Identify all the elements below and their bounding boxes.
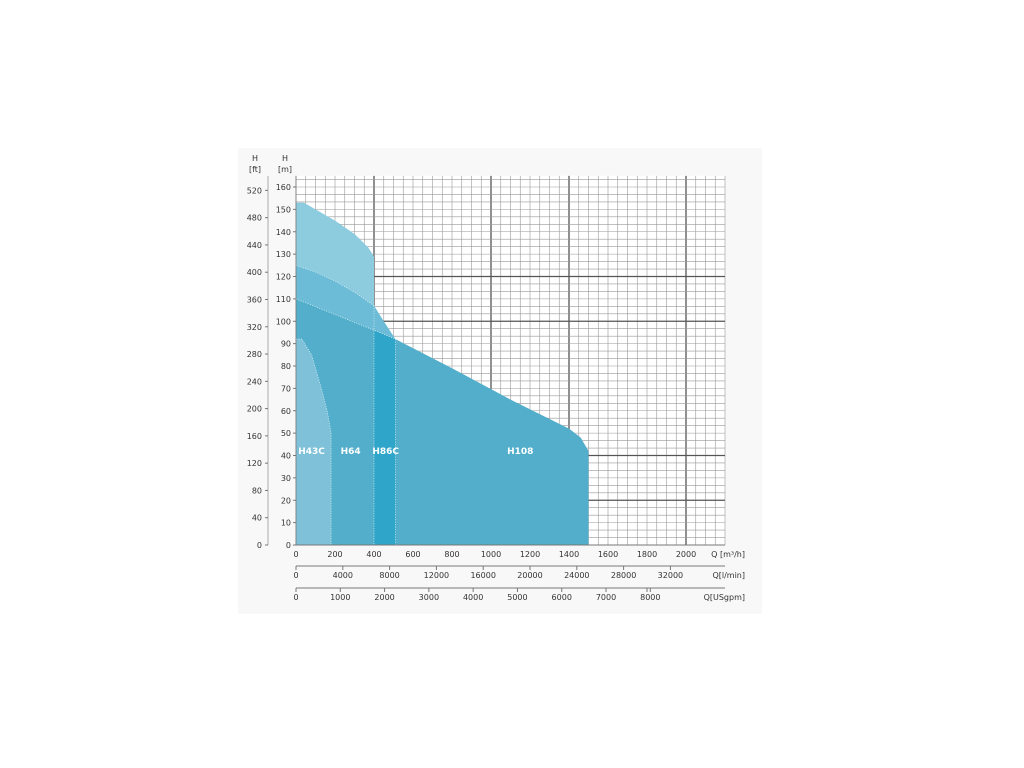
- x-axis-usgpm-tick-label: 8000: [640, 593, 660, 602]
- y-ft-tick-label: 120: [247, 459, 262, 468]
- x-tick-label: 1800: [637, 550, 657, 559]
- y-ft-tick-label: 40: [252, 514, 262, 523]
- x-axis-usgpm-tick-label: 3000: [419, 593, 439, 602]
- x-tick-label: 1200: [520, 550, 540, 559]
- y-tick-label: 20: [281, 496, 291, 505]
- y-tick-label: 150: [276, 205, 291, 214]
- y-tick-label: 80: [281, 362, 291, 371]
- x-axis-usgpm-tick-label: 4000: [463, 593, 483, 602]
- x-tick-label: 400: [366, 550, 381, 559]
- range-divider: [296, 338, 332, 434]
- y-axis-ft-unit: [ft]: [249, 165, 261, 174]
- y-ft-tick-label: 400: [247, 268, 262, 277]
- x-tick-label: 600: [405, 550, 420, 559]
- series-label: H108: [507, 447, 533, 457]
- y-axis-ft-title: H: [252, 154, 258, 163]
- y-ft-tick-label: 240: [247, 377, 262, 386]
- y-ft-tick-label: 160: [247, 432, 262, 441]
- area-h43c: [296, 339, 332, 545]
- area-h86c-band: [374, 330, 396, 545]
- y-tick-label: 30: [281, 474, 291, 483]
- x-tick-label: 2000: [676, 550, 696, 559]
- series-label: H64: [341, 447, 361, 457]
- y-axis-m-title: H: [282, 154, 288, 163]
- series-label: H86C: [372, 447, 399, 457]
- y-ft-tick-label: 200: [247, 405, 262, 414]
- x-axis-lmin-tick-label: 12000: [424, 571, 449, 580]
- range-divider: [295, 298, 396, 340]
- x-axis-lmin-tick-label: 24000: [564, 571, 589, 580]
- x-tick-label: 200: [327, 550, 342, 559]
- y-ft-tick-label: 480: [247, 214, 262, 223]
- y-tick-label: 40: [281, 452, 291, 461]
- y-tick-label: 50: [281, 429, 291, 438]
- x-axis-lmin-tick-label: 20000: [517, 571, 542, 580]
- x-axis-lmin-tick-label: 8000: [379, 571, 399, 580]
- y-ft-tick-label: 360: [247, 295, 262, 304]
- x-axis-usgpm-tick-label: 7000: [596, 593, 616, 602]
- x-axis-usgpm-tick-label: 6000: [552, 593, 572, 602]
- x-axis-lmin-tick-label: 0: [293, 571, 298, 580]
- y-tick-label: 60: [281, 407, 291, 416]
- y-ft-tick-label: 320: [247, 323, 262, 332]
- x-tick-label: 0: [293, 550, 298, 559]
- area-h108: [296, 298, 589, 545]
- y-ft-tick-label: 0: [257, 541, 262, 550]
- x-axis-lmin-tick-label: 32000: [658, 571, 683, 580]
- y-ft-tick-label: 520: [247, 186, 262, 195]
- x-axis-usgpm-tick-label: 0: [293, 593, 298, 602]
- y-ft-tick-label: 80: [252, 486, 262, 495]
- x-axis-usgpm-tick-label: 1000: [330, 593, 350, 602]
- x-axis-lmin-tick-label: 16000: [470, 571, 495, 580]
- y-tick-label: 70: [281, 384, 291, 393]
- y-tick-label: 160: [276, 183, 291, 192]
- y-tick-label: 100: [276, 317, 291, 326]
- x-tick-label: 800: [444, 550, 459, 559]
- series-label: H43C: [298, 447, 325, 457]
- x-tick-label: 1600: [598, 550, 618, 559]
- y-tick-label: 0: [286, 541, 291, 550]
- x-axis-usgpm-tick-label: 2000: [374, 593, 394, 602]
- x-axis-lmin-title: Q[l/min]: [712, 571, 745, 580]
- y-tick-label: 90: [281, 340, 291, 349]
- y-tick-label: 110: [276, 295, 291, 304]
- x-tick-label: 1400: [559, 550, 579, 559]
- y-tick-label: 120: [276, 273, 291, 282]
- y-ft-tick-label: 440: [247, 241, 262, 250]
- y-tick-label: 130: [276, 250, 291, 259]
- x-axis-usgpm-title: Q[USgpm]: [704, 593, 745, 602]
- x-axis-usgpm-tick-label: 5000: [507, 593, 527, 602]
- y-axis-m-unit: [m]: [278, 165, 292, 174]
- y-tick-label: 10: [281, 519, 291, 528]
- x-axis-lmin-tick-label: 28000: [611, 571, 636, 580]
- y-ft-tick-label: 280: [247, 350, 262, 359]
- x-tick-label: 1000: [481, 550, 501, 559]
- x-axis-m3h-title: Q [m³/h]: [711, 550, 745, 559]
- y-tick-label: 140: [276, 228, 291, 237]
- x-axis-lmin-tick-label: 4000: [333, 571, 353, 580]
